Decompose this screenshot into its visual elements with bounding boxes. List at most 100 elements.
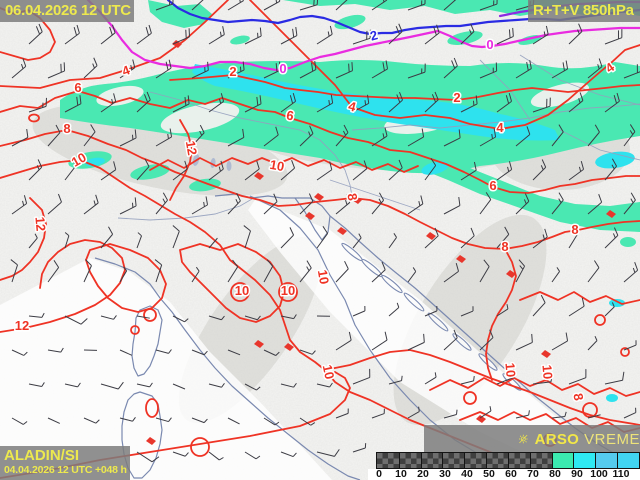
wind-barb	[119, 349, 133, 356]
contour-label: 8	[501, 239, 508, 254]
wind-barb	[136, 315, 150, 319]
wind-barb	[155, 128, 173, 147]
wind-barb	[244, 451, 261, 460]
wind-barb	[299, 260, 312, 283]
wind-barb	[316, 94, 334, 113]
scale-tick: 70	[527, 468, 539, 480]
wind-barb	[587, 414, 601, 419]
wind-barb	[623, 340, 637, 351]
wind-barb	[136, 158, 150, 181]
wind-barb	[280, 93, 297, 113]
wind-barb	[11, 349, 28, 356]
wind-barb	[335, 260, 349, 283]
wind-barb	[83, 57, 98, 79]
wind-barb	[119, 59, 136, 79]
wind-barb	[371, 0, 388, 11]
wind-barb	[496, 161, 513, 181]
scale-cell-100	[595, 453, 618, 468]
wind-barb	[443, 0, 458, 11]
wind-barb	[604, 302, 615, 317]
wind-barb	[244, 383, 261, 391]
wind-barb	[551, 411, 567, 419]
wind-barb	[479, 0, 498, 11]
wind-barb	[47, 124, 61, 147]
wind-barb	[11, 417, 28, 425]
scale-cell-70	[529, 453, 552, 468]
wind-barb	[191, 61, 209, 79]
wind-barb	[515, 259, 526, 283]
scale-tick: 0	[376, 468, 382, 480]
wind-barb	[28, 312, 45, 318]
contour-label: 12	[15, 318, 29, 333]
contour-label: 0	[486, 37, 493, 52]
wind-barb	[10, 259, 18, 283]
wind-barb	[352, 233, 362, 249]
brand-vreme: VREME	[584, 430, 640, 448]
wind-barb	[299, 125, 314, 147]
wind-barb	[407, 195, 424, 215]
wind-barb	[443, 409, 458, 419]
wind-barb	[11, 128, 29, 147]
wind-barb	[64, 382, 81, 388]
contour-label: 2	[229, 64, 236, 79]
wind-barb	[532, 97, 551, 113]
wind-barb	[587, 194, 603, 215]
wind-barb	[604, 371, 625, 385]
contour-label: 10	[269, 157, 286, 174]
wind-barb	[371, 60, 389, 79]
wind-barb	[623, 62, 640, 79]
wind-barb	[244, 160, 260, 181]
wind-barb	[119, 197, 137, 215]
wind-barb	[136, 24, 152, 45]
wind-barb	[280, 382, 297, 388]
wind-barb	[515, 410, 530, 419]
wind-barb	[352, 306, 366, 317]
wind-barb	[299, 0, 319, 11]
contour-label: 4	[496, 120, 504, 135]
wind-barb	[136, 91, 151, 113]
wind-barb	[388, 233, 397, 249]
wind-barb	[243, 225, 251, 249]
wind-barb	[604, 92, 620, 113]
scale-cell-20	[420, 453, 443, 468]
wind-barb	[263, 349, 280, 356]
wind-barb	[407, 0, 426, 11]
scale-cell-0	[377, 453, 399, 468]
wind-barb	[479, 259, 490, 283]
wind-barb	[424, 227, 439, 249]
wind-barb	[136, 451, 160, 463]
wind-barb	[316, 161, 333, 181]
wind-barb	[335, 408, 349, 419]
wind-barb	[136, 382, 153, 388]
wind-barb	[587, 260, 600, 283]
wind-barb	[460, 95, 478, 113]
wind-barb	[28, 23, 43, 45]
wind-barb	[515, 126, 531, 147]
scale-cell-30	[442, 453, 465, 468]
wind-barb	[263, 193, 278, 215]
contour-label: 8	[63, 121, 70, 136]
wind-barb	[479, 406, 492, 419]
wind-barb	[47, 62, 66, 79]
wind-barb	[568, 297, 585, 317]
wind-barb	[460, 306, 474, 317]
scale-tick: 100	[590, 468, 608, 480]
wind-barb	[227, 61, 245, 79]
contour-label: 10	[235, 283, 249, 298]
wind-barb	[172, 160, 188, 181]
wind-barb	[155, 59, 172, 79]
wind-barb	[47, 417, 61, 424]
wind-barb	[280, 27, 298, 45]
wind-barb	[47, 347, 64, 353]
wind-barb	[604, 158, 618, 181]
wind-barb	[479, 192, 492, 215]
wind-barb	[371, 408, 385, 419]
wind-barb	[64, 24, 80, 45]
wind-barb	[119, 129, 137, 147]
wind-barb	[587, 335, 598, 351]
scale-cell-10	[398, 453, 421, 468]
wind-barb	[28, 159, 43, 181]
wind-barb	[172, 383, 186, 390]
wind-barb	[83, 417, 100, 424]
scale-tick: 30	[439, 468, 451, 480]
